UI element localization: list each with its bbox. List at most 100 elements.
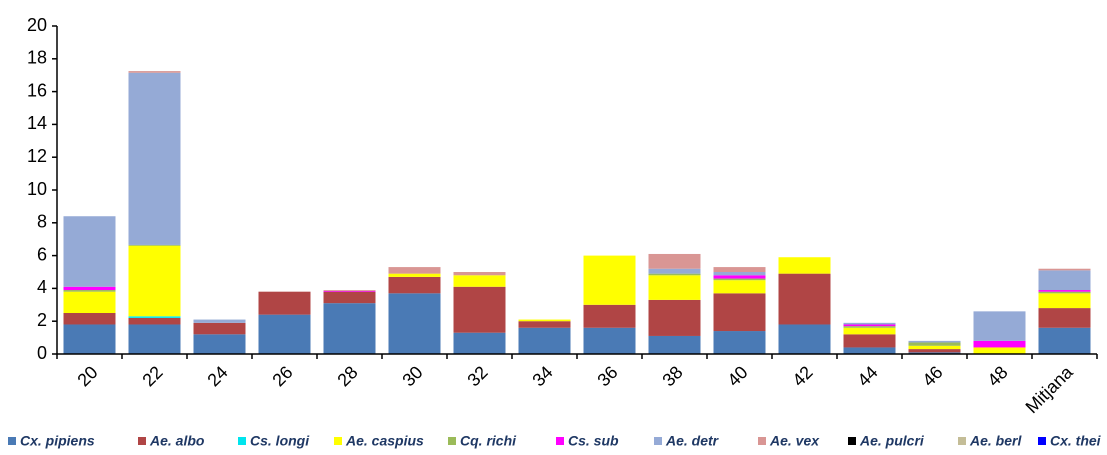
x-tick-label: 40 [723, 362, 751, 390]
y-tick-label: 20 [27, 15, 47, 35]
x-tick-label: 22 [138, 362, 166, 390]
bar-segment [713, 280, 766, 294]
legend-label: Ae. berl [969, 433, 1022, 449]
bar-segment [128, 324, 181, 354]
bar-segment [128, 72, 181, 245]
legend-label: Cq. richi [460, 433, 517, 449]
bar-segment [128, 317, 181, 325]
legend-swatch [556, 437, 564, 445]
bar-segment [388, 267, 441, 274]
legend-label: Ae. pulcri [859, 433, 925, 449]
legend-swatch [958, 437, 966, 445]
bar-segment [193, 319, 246, 323]
bar-segment [128, 244, 181, 246]
y-tick-label: 10 [27, 179, 47, 199]
legend-label: Cs. longi [250, 433, 310, 449]
legend-label: Cx. pipiens [20, 433, 95, 449]
bar-segment [778, 324, 831, 354]
bar-segment [713, 293, 766, 332]
legend-label: Ae. detr [665, 433, 720, 449]
y-tick-label: 12 [27, 146, 47, 166]
bar-segment [63, 216, 116, 287]
bar-segment [388, 273, 441, 277]
bar-segment [973, 311, 1026, 341]
bar-segment [258, 291, 311, 315]
bar-segment [63, 291, 116, 313]
bar-segment [713, 275, 766, 279]
bar-segment [648, 253, 701, 269]
y-tick-label: 4 [37, 277, 47, 297]
bar-segment [518, 321, 571, 328]
x-tick-label: 42 [788, 362, 816, 390]
x-tick-label: Mitjana [1022, 361, 1078, 417]
bar-segment [648, 268, 701, 274]
bar-segment [1038, 290, 1091, 292]
legend-swatch [448, 437, 456, 445]
bar-segment [63, 290, 116, 292]
legend-swatch [334, 437, 342, 445]
bar-segment [518, 319, 571, 322]
bar-segment [648, 275, 701, 300]
y-tick-label: 6 [37, 244, 47, 264]
legend-swatch [758, 437, 766, 445]
bar-segment [583, 255, 636, 305]
bar-segment [843, 334, 896, 348]
bar-segment [193, 334, 246, 354]
bar-segment [908, 342, 961, 346]
bar-segment [973, 347, 1026, 354]
bar-segment [388, 293, 441, 354]
x-tick-label: 26 [268, 362, 296, 390]
bar-segment [908, 352, 961, 354]
bar-segment [1038, 268, 1091, 271]
y-tick-label: 8 [37, 212, 47, 232]
x-tick-label: 30 [398, 362, 426, 390]
bar-segment [258, 314, 311, 354]
legend-swatch [138, 437, 146, 445]
bar-segment [453, 275, 506, 287]
bar-segment [648, 335, 701, 354]
legend-swatch [1038, 437, 1046, 445]
bar-segment [973, 340, 1026, 348]
bar-segment [63, 286, 116, 291]
bar-segment [713, 267, 766, 272]
x-tick-label: 20 [73, 362, 101, 390]
bar-segment [63, 324, 116, 354]
bar-segment [648, 299, 701, 336]
legend-swatch [238, 437, 246, 445]
bar-segment [713, 272, 766, 276]
y-tick-label: 0 [37, 343, 47, 363]
bar-segment [128, 71, 181, 73]
bar-segment [648, 273, 701, 276]
x-tick-label: 32 [463, 362, 491, 390]
bar-segment [1038, 293, 1091, 309]
bar-segment [843, 326, 896, 328]
legend-swatch [8, 437, 16, 445]
x-tick-label: 46 [918, 362, 946, 390]
x-tick-label: 24 [203, 362, 231, 390]
legend-label: Ae. caspius [345, 433, 424, 449]
x-tick-label: 34 [528, 362, 556, 390]
bar-segment [778, 257, 831, 274]
x-tick-label: 48 [983, 362, 1011, 390]
x-tick-label: 36 [593, 362, 621, 390]
y-tick-label: 14 [27, 113, 47, 133]
legend-label: Ae. albo [149, 433, 205, 449]
bar-segment [193, 322, 246, 335]
y-tick-label: 2 [37, 310, 47, 330]
bar-segment [453, 272, 506, 276]
legend-label: Ae. vex [769, 433, 820, 449]
legend-label: Cs. sub [568, 433, 619, 449]
bar-segment [908, 340, 961, 343]
bar-segment [1038, 291, 1091, 294]
bar-segment [1038, 308, 1091, 328]
bar-segment [778, 273, 831, 325]
x-tick-label: 38 [658, 362, 686, 390]
bar-segment [1038, 270, 1091, 291]
bar-segment [908, 349, 961, 353]
bar-segment [843, 322, 896, 325]
bar-segment [843, 324, 896, 327]
bar-segment [453, 332, 506, 354]
x-tick-label: 28 [333, 362, 361, 390]
bar-segment [843, 347, 896, 354]
